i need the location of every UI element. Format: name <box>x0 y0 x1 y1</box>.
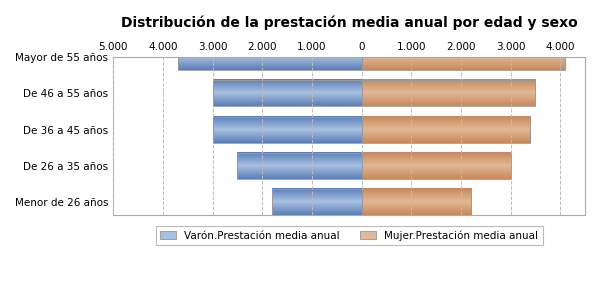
Bar <box>178 44 362 70</box>
Legend: Varón.Prestación media anual, Mujer.Prestación media anual: Varón.Prestación media anual, Mujer.Pres… <box>156 226 542 245</box>
Bar <box>362 189 471 215</box>
Bar <box>362 80 535 106</box>
Bar <box>212 117 362 143</box>
Title: Distribución de la prestación media anual por edad y sexo: Distribución de la prestación media anua… <box>121 15 578 29</box>
Bar <box>238 153 362 179</box>
Bar <box>272 189 362 215</box>
Bar <box>212 80 362 106</box>
Bar <box>362 153 511 179</box>
Bar <box>362 117 530 143</box>
Bar <box>362 44 565 70</box>
